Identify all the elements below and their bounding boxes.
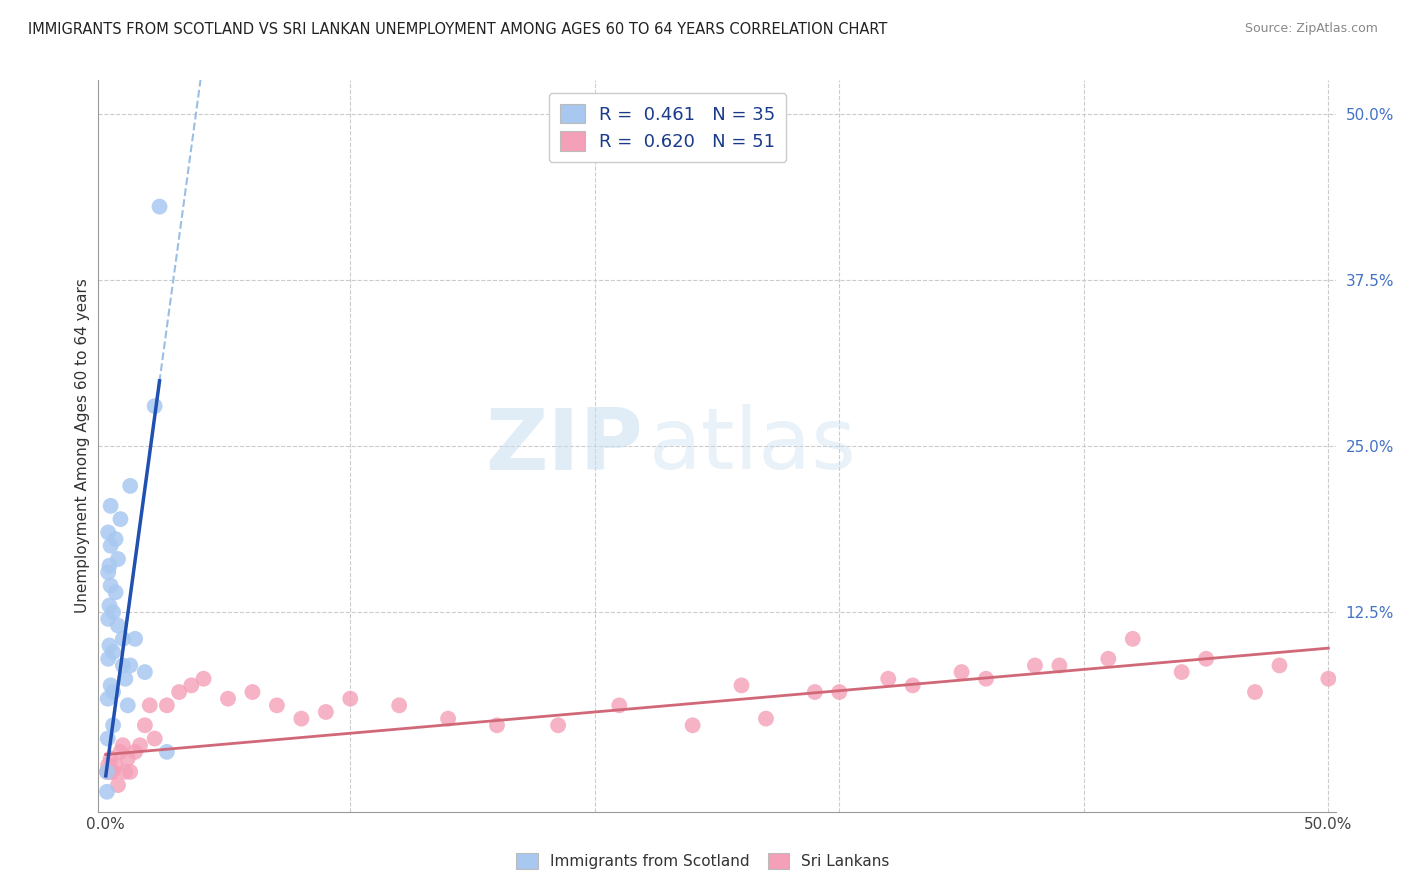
Point xyxy=(110,745,132,759)
Point xyxy=(950,665,973,679)
Point xyxy=(111,632,134,646)
Point xyxy=(100,678,122,692)
Point xyxy=(100,764,122,779)
Point xyxy=(167,685,190,699)
Point xyxy=(97,691,120,706)
Point xyxy=(1244,685,1267,699)
Point xyxy=(547,718,569,732)
Point xyxy=(266,698,288,713)
Point xyxy=(1122,632,1144,646)
Point xyxy=(111,738,134,752)
Point xyxy=(117,751,139,765)
Point xyxy=(180,678,202,692)
Point xyxy=(104,758,127,772)
Point xyxy=(315,705,337,719)
Point xyxy=(129,738,152,752)
Point xyxy=(339,691,361,706)
Point xyxy=(290,712,312,726)
Point xyxy=(682,718,704,732)
Point xyxy=(730,678,752,692)
Point xyxy=(104,532,127,546)
Point xyxy=(100,539,122,553)
Point xyxy=(104,585,127,599)
Point xyxy=(828,685,851,699)
Point xyxy=(120,658,142,673)
Point xyxy=(117,698,139,713)
Legend: Immigrants from Scotland, Sri Lankans: Immigrants from Scotland, Sri Lankans xyxy=(510,847,896,875)
Point xyxy=(114,672,136,686)
Point xyxy=(388,698,411,713)
Point xyxy=(193,672,215,686)
Text: atlas: atlas xyxy=(650,404,858,488)
Point xyxy=(96,764,118,779)
Point xyxy=(101,605,124,619)
Point xyxy=(134,718,156,732)
Text: ZIP: ZIP xyxy=(485,404,643,488)
Legend: R =  0.461   N = 35, R =  0.620   N = 51: R = 0.461 N = 35, R = 0.620 N = 51 xyxy=(548,93,786,161)
Point xyxy=(96,764,118,779)
Point xyxy=(97,652,120,666)
Point xyxy=(143,731,166,746)
Point xyxy=(98,639,121,653)
Point xyxy=(100,579,122,593)
Point xyxy=(156,698,179,713)
Y-axis label: Unemployment Among Ages 60 to 64 years: Unemployment Among Ages 60 to 64 years xyxy=(75,278,90,614)
Point xyxy=(97,566,120,580)
Point xyxy=(1195,652,1218,666)
Point xyxy=(1317,672,1340,686)
Point xyxy=(485,718,508,732)
Point xyxy=(120,479,142,493)
Point xyxy=(97,731,120,746)
Point xyxy=(901,678,924,692)
Point xyxy=(1047,658,1070,673)
Point xyxy=(97,764,120,779)
Point xyxy=(100,499,122,513)
Point xyxy=(242,685,264,699)
Point xyxy=(97,612,120,626)
Point xyxy=(124,745,146,759)
Point xyxy=(107,552,129,566)
Point xyxy=(804,685,827,699)
Point xyxy=(98,558,121,573)
Point xyxy=(96,785,118,799)
Point xyxy=(101,645,124,659)
Point xyxy=(437,712,460,726)
Text: IMMIGRANTS FROM SCOTLAND VS SRI LANKAN UNEMPLOYMENT AMONG AGES 60 TO 64 YEARS CO: IMMIGRANTS FROM SCOTLAND VS SRI LANKAN U… xyxy=(28,22,887,37)
Point xyxy=(98,599,121,613)
Point xyxy=(1170,665,1192,679)
Point xyxy=(143,399,166,413)
Point xyxy=(156,745,179,759)
Point xyxy=(97,525,120,540)
Point xyxy=(101,718,124,732)
Point xyxy=(877,672,900,686)
Point xyxy=(134,665,156,679)
Point xyxy=(101,685,124,699)
Point xyxy=(110,512,132,526)
Point xyxy=(107,778,129,792)
Point xyxy=(1024,658,1046,673)
Point xyxy=(114,764,136,779)
Point xyxy=(755,712,778,726)
Point xyxy=(97,758,120,772)
Point xyxy=(111,658,134,673)
Point xyxy=(120,764,142,779)
Point xyxy=(217,691,239,706)
Point xyxy=(148,200,170,214)
Point xyxy=(1268,658,1291,673)
Point xyxy=(100,751,122,765)
Point xyxy=(974,672,997,686)
Point xyxy=(1097,652,1119,666)
Point xyxy=(101,764,124,779)
Text: Source: ZipAtlas.com: Source: ZipAtlas.com xyxy=(1244,22,1378,36)
Point xyxy=(139,698,162,713)
Point xyxy=(124,632,146,646)
Point xyxy=(607,698,630,713)
Point xyxy=(107,618,129,632)
